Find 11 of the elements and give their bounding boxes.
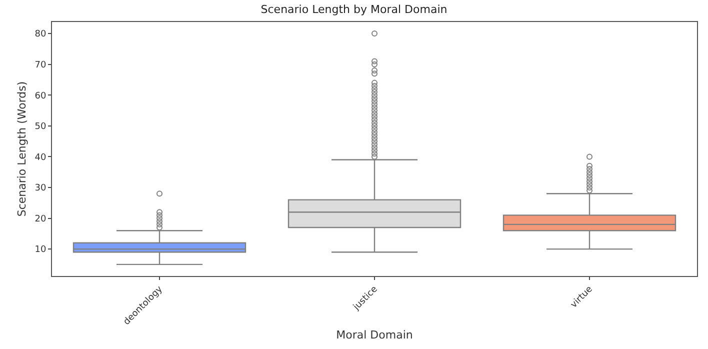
y-tick-label: 40 (34, 152, 46, 163)
chart-title: Scenario Length by Moral Domain (260, 2, 448, 16)
y-tick-label: 70 (34, 60, 46, 70)
x-axis-title: Moral Domain (336, 328, 413, 342)
y-tick-label: 60 (34, 91, 46, 102)
y-tick-label: 20 (34, 214, 46, 224)
y-tick-label: 80 (34, 30, 46, 40)
y-axis-title: Scenario Length (Words) (15, 81, 28, 217)
y-tick-label: 10 (34, 245, 46, 256)
y-tick-label: 50 (34, 122, 46, 132)
y-tick-label: 30 (34, 184, 46, 194)
